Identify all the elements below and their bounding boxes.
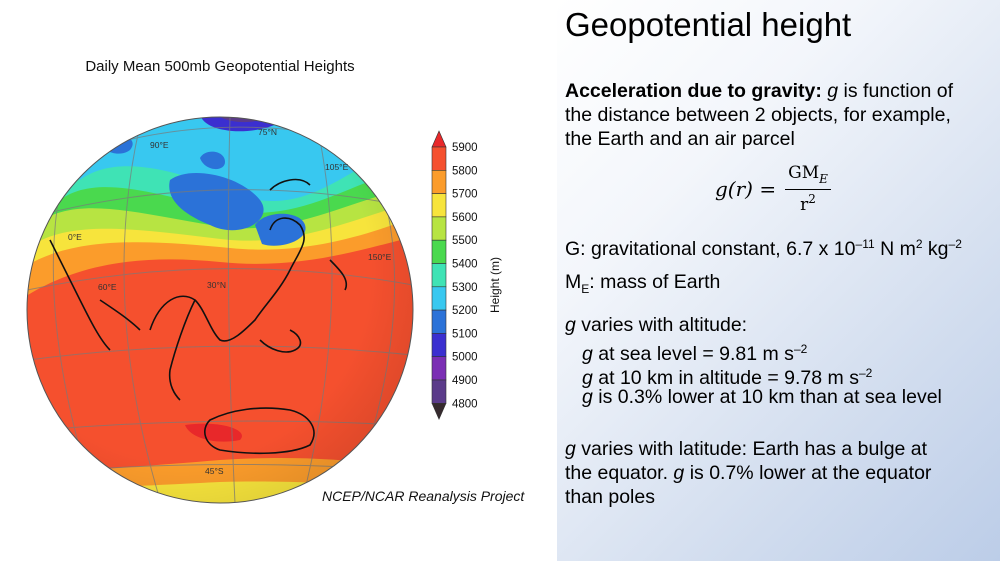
colorbar-segment	[431, 216, 447, 241]
map-title: Daily Mean 500mb Geopotential Heights	[85, 58, 355, 75]
colorbar-segment	[431, 170, 447, 194]
colorbar-tick-label: 5000	[452, 352, 478, 364]
colorbar-tick-label: 5100	[452, 328, 478, 340]
globe-map: 30°N 45°S 0°E 75°N 60°E 90°E 105°E 150°E…	[26, 116, 502, 504]
altitude-heading: g varies with altitude:	[565, 314, 748, 336]
accel-line-1: Acceleration due to gravity: g is functi…	[565, 79, 953, 103]
colorbar-tick-label: 5800	[452, 165, 478, 177]
colorbar-segment	[431, 379, 447, 404]
accel-line-2: the distance between 2 objects, for exam…	[565, 104, 951, 126]
colorbar-tick-label: 5200	[452, 305, 478, 317]
colorbar-segment	[431, 286, 447, 311]
latitude-line-3: than poles	[565, 486, 655, 508]
graticule-label: 90°E	[150, 140, 169, 150]
formula-denominator: r2	[800, 192, 816, 215]
formula-numerator: GME	[788, 163, 828, 186]
map-panel: Daily Mean 500mb Geopotential Heights	[26, 58, 525, 504]
colorbar-segment	[431, 333, 447, 357]
colorbar-segment	[431, 146, 447, 171]
colorbar-segment	[431, 239, 447, 264]
colorbar: 5900 5800 5700 5600 5500 5400 5300 5200 5100 5000…	[431, 130, 478, 421]
g-symbol: g	[827, 80, 839, 102]
accel-line-3: the Earth and an air parcel	[565, 128, 795, 150]
graticule-label: 45°S	[205, 466, 224, 476]
latitude-line-1: g varies with latitude: Earth has a bulg…	[565, 438, 928, 460]
graticule-label: 75°N	[258, 127, 277, 137]
colorbar-tick-label: 5600	[452, 212, 478, 224]
earth-mass-line: ME: mass of Earth	[565, 271, 721, 296]
formula-lhs: g(r) =	[715, 177, 777, 201]
colorbar-top-arrow	[431, 130, 447, 148]
colorbar-segment	[431, 309, 447, 334]
colorbar-tick-label: 5400	[452, 259, 478, 271]
notes-panel	[557, 0, 1000, 561]
colorbar-tick-label: 5900	[452, 142, 478, 154]
colorbar-bottom-arrow	[431, 402, 447, 421]
map-credit: NCEP/NCAR Reanalysis Project	[322, 488, 525, 504]
colorbar-tick-label: 5300	[452, 282, 478, 294]
colorbar-label: Height (m)	[488, 257, 502, 313]
colorbar-segment	[431, 356, 447, 381]
slide-title: Geopotential height	[565, 6, 852, 43]
graticule-label: 30°N	[207, 280, 226, 290]
altitude-line-3: g is 0.3% lower at 10 km than at sea lev…	[582, 386, 942, 408]
graticule-label: 150°E	[368, 252, 392, 262]
colorbar-segment	[431, 263, 447, 288]
graticule-label: 60°E	[98, 282, 117, 292]
accel-text: is function of	[838, 80, 954, 102]
graticule-label: 0°E	[68, 232, 82, 242]
colorbar-segment	[431, 193, 447, 218]
colorbar-tick-label: 4800	[452, 398, 478, 410]
altitude-line-2: g at 10 km in altitude = 9.78 m s–2	[582, 366, 873, 389]
latitude-line-2: the equator. g is 0.7% lower at the equa…	[565, 462, 932, 484]
colorbar-tick-label: 5500	[452, 235, 478, 247]
altitude-line-1: g at sea level = 9.81 m s–2	[582, 342, 808, 365]
accel-heading: Acceleration due to gravity:	[565, 80, 822, 102]
colorbar-tick-label: 4900	[452, 375, 478, 387]
formula-fraction-bar	[785, 189, 831, 190]
g-constant-line: G: gravitational constant, 6.7 x 10–11 N…	[565, 237, 962, 260]
gravity-formula: g(r) = GME r2	[715, 163, 835, 219]
graticule-label: 105°E	[325, 162, 349, 172]
colorbar-tick-label: 5700	[452, 189, 478, 201]
